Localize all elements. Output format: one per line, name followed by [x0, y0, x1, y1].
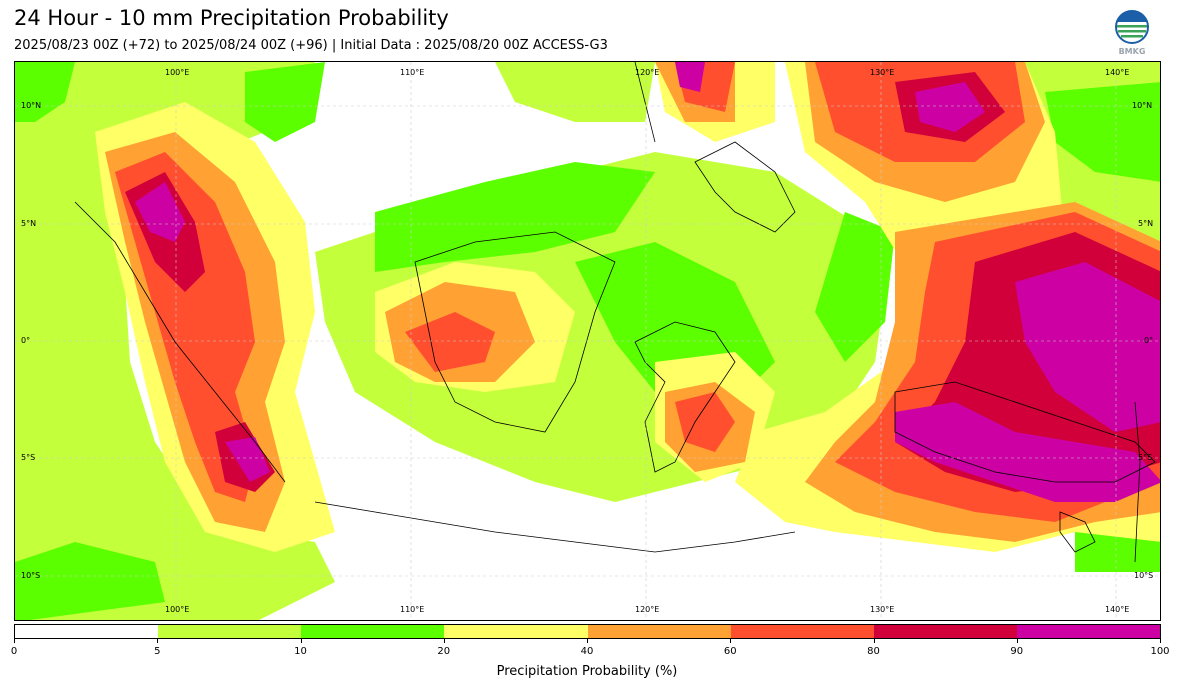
colorbar-tick-mark	[443, 639, 445, 643]
colorbar-tick-mark	[1160, 639, 1161, 643]
colorbar-tick-label: 10	[294, 646, 307, 657]
lat-label-right: 5°S	[1138, 453, 1153, 462]
lat-label-left: 10°S	[21, 571, 41, 580]
colorbar-tick-label: 0	[10, 646, 18, 657]
colorbar-tick-mark	[1016, 639, 1018, 643]
lon-label-bottom: 120°E	[635, 605, 660, 614]
colorbar-segment	[1016, 625, 1160, 638]
colorbar-tick-mark	[587, 639, 588, 643]
lat-label-left: 10°N	[21, 101, 42, 110]
precipitation-map: 100°E 110°E 120°E 130°E 140°E 100°E 110°…	[14, 61, 1161, 621]
colorbar-title: Precipitation Probability (%)	[496, 664, 678, 679]
lon-label-bottom: 130°E	[870, 605, 895, 614]
map-subtitle: 2025/08/23 00Z (+72) to 2025/08/24 00Z (…	[14, 38, 608, 53]
colorbar-tick-mark	[14, 639, 15, 643]
lon-label-top: 130°E	[870, 68, 895, 77]
lat-label-right: 5°N	[1138, 219, 1154, 228]
colorbar-segment	[730, 625, 874, 638]
prob-90-100	[135, 62, 1160, 502]
colorbar-tick-mark	[157, 639, 159, 643]
lon-label-bottom: 110°E	[400, 605, 425, 614]
lon-label-bottom: 100°E	[165, 605, 190, 614]
colorbar-segment	[873, 625, 1017, 638]
colorbar-tick-label: 60	[723, 646, 737, 657]
logo-text: BMKG	[1119, 47, 1146, 56]
lat-label-left: 5°N	[21, 219, 37, 228]
graticule	[15, 62, 1160, 620]
lat-label-left: 0°	[21, 336, 31, 345]
coastlines	[74, 62, 1156, 563]
lon-label-top: 120°E	[635, 68, 660, 77]
colorbar-segment	[15, 625, 159, 638]
colorbar-segment	[301, 625, 445, 638]
probability-field	[15, 62, 1160, 620]
lat-label-right: 0°	[1144, 336, 1154, 345]
colorbar-tick-label: 20	[437, 646, 451, 657]
colorbar	[14, 624, 1161, 639]
lon-label-top: 100°E	[165, 68, 190, 77]
map-title: 24 Hour - 10 mm Precipitation Probabilit…	[14, 6, 449, 30]
lat-label-right: 10°S	[1134, 571, 1154, 580]
bmkg-logo: BMKG	[1112, 10, 1152, 56]
lat-label-right: 10°N	[1132, 101, 1153, 110]
lat-label-left: 5°S	[21, 453, 36, 462]
lon-label-bottom: 140°E	[1105, 605, 1130, 614]
colorbar-tick-label: 5	[154, 646, 161, 657]
colorbar-tick-label: 90	[1010, 646, 1024, 657]
colorbar-tick-mark	[873, 639, 875, 643]
colorbar-segment	[444, 625, 588, 638]
colorbar-tick-label: 40	[580, 646, 594, 657]
colorbar-tick-label: 100	[1150, 646, 1170, 657]
colorbar-tick-label: 80	[867, 646, 880, 657]
colorbar-tick-mark	[300, 639, 302, 643]
colorbar-tick-mark	[730, 639, 732, 643]
colorbar-segment	[587, 625, 731, 638]
colorbar-segment	[158, 625, 302, 638]
lon-label-top: 110°E	[400, 68, 425, 77]
lon-label-top: 140°E	[1105, 68, 1130, 77]
